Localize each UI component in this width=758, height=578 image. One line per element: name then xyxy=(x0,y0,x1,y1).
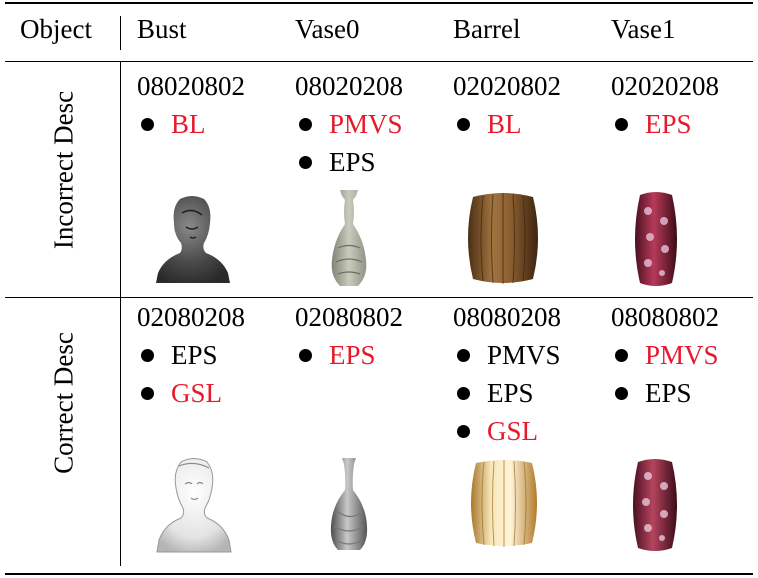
method-list: BL xyxy=(137,105,295,143)
vase-floral-image xyxy=(635,192,677,286)
cell-code: 02020802 xyxy=(453,71,561,101)
cell-incorrect-vase0: 08020208 PMVS EPS xyxy=(295,67,453,181)
bullet-icon xyxy=(615,118,628,132)
cell-incorrect-bust: 08020802 BL xyxy=(137,67,295,143)
bullet-icon xyxy=(457,425,470,439)
bullet-icon xyxy=(141,387,154,401)
cell-code: 02080802 xyxy=(295,302,403,332)
method-item: PMVS xyxy=(611,336,758,374)
method-list: PMVS EPS xyxy=(611,336,758,412)
bullet-icon xyxy=(299,349,312,363)
bullet-icon xyxy=(615,387,628,401)
cell-incorrect-vase1: 02020208 EPS xyxy=(611,67,758,143)
cell-code: 08080802 xyxy=(611,302,719,332)
header-rule xyxy=(5,61,753,62)
bullet-icon xyxy=(299,156,312,170)
cell-code: 08080208 xyxy=(453,302,561,332)
method-item: GSL xyxy=(453,412,611,450)
cell-code: 08020208 xyxy=(295,71,403,101)
method-item: BL xyxy=(137,105,295,143)
row-label-correct: Correct Desc xyxy=(48,332,79,474)
method-list: EPS GSL xyxy=(137,336,295,412)
cell-code: 02080208 xyxy=(137,302,245,332)
vase-rough-image xyxy=(331,190,367,286)
barrel-light-image xyxy=(471,460,537,547)
header-object-label: Object xyxy=(20,14,92,44)
method-item: EPS xyxy=(295,336,453,374)
bullet-icon xyxy=(299,118,312,132)
bullet-icon xyxy=(141,349,154,363)
cell-correct-barrel: 08080208 PMVS EPS GSL xyxy=(453,298,611,450)
barrel-wood-image xyxy=(468,192,538,284)
table-top-rule xyxy=(5,2,753,4)
method-item: EPS xyxy=(611,105,758,143)
method-list: EPS xyxy=(611,105,758,143)
method-list: PMVS EPS GSL xyxy=(453,336,611,450)
method-item: BL xyxy=(453,105,611,143)
method-item: GSL xyxy=(137,374,295,412)
header-column-separator xyxy=(120,16,121,50)
method-list: BL xyxy=(453,105,611,143)
method-item: EPS xyxy=(295,143,453,181)
cell-code: 02020208 xyxy=(611,71,719,101)
row-separator-rule xyxy=(5,297,753,298)
method-list: PMVS EPS xyxy=(295,105,453,181)
method-item: EPS xyxy=(137,336,295,374)
bust-dark-image xyxy=(156,196,230,283)
bullet-icon xyxy=(141,118,154,132)
cell-incorrect-barrel: 02020802 BL xyxy=(453,67,611,143)
method-item: PMVS xyxy=(295,105,453,143)
cell-code: 08020802 xyxy=(137,71,245,101)
bullet-icon xyxy=(615,349,628,363)
table-bottom-rule xyxy=(5,573,753,575)
method-item: EPS xyxy=(453,374,611,412)
bullet-icon xyxy=(457,349,470,363)
bullet-icon xyxy=(457,387,470,401)
row-label-incorrect: Incorrect Desc xyxy=(48,90,79,250)
cell-correct-vase0: 02080802 EPS xyxy=(295,298,453,374)
vase-smooth-image xyxy=(330,458,368,550)
bullet-icon xyxy=(457,118,470,132)
method-item: EPS xyxy=(611,374,758,412)
method-item: PMVS xyxy=(453,336,611,374)
cell-correct-bust: 02080208 EPS GSL xyxy=(137,298,295,412)
bust-white-image xyxy=(156,458,232,553)
header-col-barrel: Barrel xyxy=(453,14,521,44)
header-col-vase1: Vase1 xyxy=(611,14,676,44)
header-col-vase0: Vase0 xyxy=(295,14,360,44)
header-col-bust: Bust xyxy=(137,14,187,44)
cell-correct-vase1: 08080802 PMVS EPS xyxy=(611,298,758,412)
vase-floral-image xyxy=(633,459,677,551)
method-list: EPS xyxy=(295,336,453,374)
row-label-column-separator xyxy=(120,62,121,566)
